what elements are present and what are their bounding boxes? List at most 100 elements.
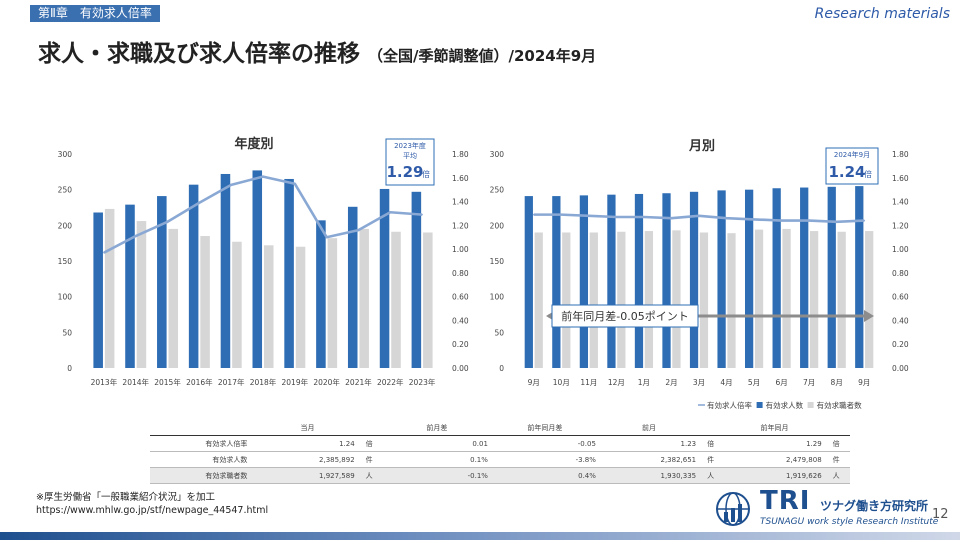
cell-yoy: -3.8%	[490, 451, 599, 468]
chart-monthly: 月別 0 50 100 150 200 250 300 0.00 0.20 0.40 0.60 0.80…	[490, 139, 909, 387]
bar	[524, 196, 533, 368]
callout-label: 2023年度	[394, 141, 426, 150]
x-tick-label: 5月	[748, 378, 760, 387]
bar	[347, 206, 358, 368]
ratio-point	[560, 213, 563, 216]
x-tick-label: 7月	[803, 378, 815, 387]
chart-title: 年度別	[234, 136, 273, 152]
y-tick-right: 0.20	[892, 340, 909, 349]
callout-box	[825, 147, 879, 185]
research-materials-label: Research materials	[814, 6, 950, 22]
ratio-point	[357, 229, 360, 231]
cell-unit: 人	[699, 467, 725, 484]
globe-logo-icon	[716, 492, 750, 526]
cell-current: 2,385,892	[257, 451, 358, 468]
ratio-point	[166, 220, 169, 223]
y-tick-left: 200	[490, 221, 505, 230]
charts-canvas: 年度別 0 50 100 150 200 250 300 0.00 0.20 0.40 0.60 0.8…	[58, 136, 909, 410]
x-tick-label: 2017年	[218, 377, 245, 387]
x-tick-label: 9月	[858, 378, 870, 387]
bar	[188, 184, 199, 368]
bar	[157, 196, 167, 368]
y-tick-left: 0	[499, 364, 504, 373]
bar	[168, 228, 179, 368]
bar	[662, 193, 671, 368]
row-label: 有効求人倍率	[150, 435, 258, 452]
x-tick-label: 12月	[608, 378, 625, 387]
bottom-gradient-bar	[0, 532, 960, 540]
cell-mom: 0.01	[382, 435, 491, 452]
row-label: 有効求人数	[150, 451, 258, 468]
y-tick-right: 1.20	[452, 221, 469, 230]
ratio-point	[532, 213, 535, 216]
bar	[295, 246, 306, 368]
bar	[672, 230, 681, 368]
logo-japanese: ツナグ働き方研究所	[820, 499, 929, 513]
ratio-point	[863, 219, 866, 222]
cell-yoy: -0.05	[490, 435, 599, 452]
y-tick-left: 100	[490, 293, 505, 302]
table-header: 前月差	[382, 420, 491, 436]
bar	[827, 186, 836, 368]
chapter-tag: 第Ⅱ章 有効求人倍率	[30, 5, 160, 22]
y-tick-left: 250	[58, 186, 73, 195]
cell-yoy: 0.4%	[490, 467, 599, 484]
bar	[589, 232, 598, 368]
bar	[534, 232, 543, 368]
ratio-point	[230, 184, 232, 186]
bar	[423, 232, 433, 368]
annotation-box	[551, 304, 699, 328]
cell-current: 1,927,589	[257, 467, 358, 484]
callout-unit: 倍	[864, 169, 872, 179]
table-row: 有効求人倍率 1.24 倍 0.01 -0.05 1.23 倍 1.29 倍	[150, 435, 850, 452]
callout-label: 2024年9月	[834, 150, 870, 159]
bar	[727, 233, 736, 368]
bar	[644, 231, 654, 368]
callout-label: 平均	[403, 151, 417, 160]
y-tick-left: 200	[58, 221, 73, 230]
logo-english: TSUNAGU work style Research Institute	[760, 517, 939, 527]
y-tick-right: 1.20	[892, 221, 909, 230]
ratio-line	[103, 175, 423, 254]
x-tick-label: 2018年	[250, 377, 277, 387]
bar	[772, 188, 781, 368]
row-label: 有効求職者数	[150, 467, 258, 484]
bar	[125, 204, 135, 368]
bar	[754, 229, 764, 368]
y-tick-left: 0	[67, 364, 72, 373]
cell-unit: 件	[824, 451, 850, 468]
x-tick-label: 11月	[580, 378, 597, 387]
ratio-point	[615, 216, 618, 218]
title-sub: （全国/季節調整値）/2024年9月	[368, 47, 597, 65]
cell-prev: 1,930,335	[598, 467, 700, 484]
bar	[200, 236, 210, 368]
x-tick-label: 6月	[775, 378, 787, 387]
legend-label: 有効求人数	[766, 400, 804, 410]
table-header	[824, 420, 850, 436]
y-tick-right: 1.40	[892, 198, 909, 207]
y-tick-right: 0.80	[892, 269, 909, 278]
callout-value: 1.24	[828, 163, 865, 181]
bar	[809, 231, 819, 368]
x-tick-label: 3月	[693, 378, 705, 387]
table-header: 前月	[598, 420, 700, 436]
cell-unit: 倍	[824, 435, 850, 452]
cell-prevyear: 1,919,626	[724, 467, 825, 484]
bar	[607, 194, 616, 368]
source-text: ※厚生労働省「一般職業紹介状況」を加工	[36, 492, 215, 503]
callout-value: 1.29	[386, 163, 423, 181]
source-url[interactable]: https://www.mhlw.go.jp/stf/newpage_44547…	[36, 505, 269, 516]
bar	[379, 188, 390, 368]
table-header	[357, 420, 383, 436]
bar	[717, 190, 726, 368]
bar	[232, 241, 242, 368]
table-header-row: 当月 前月差 前年同月差 前月 前年同月	[150, 420, 850, 436]
bar	[699, 232, 709, 368]
ratio-point	[103, 251, 105, 254]
legend-swatch-box	[807, 402, 814, 408]
x-tick-label: 2013年	[91, 377, 118, 387]
page-number: 12	[932, 507, 949, 522]
cell-unit: 人	[357, 467, 383, 484]
bar	[782, 228, 791, 368]
chart-legend: 有効求人倍率 有効求人数 有効求職者数	[698, 400, 862, 410]
